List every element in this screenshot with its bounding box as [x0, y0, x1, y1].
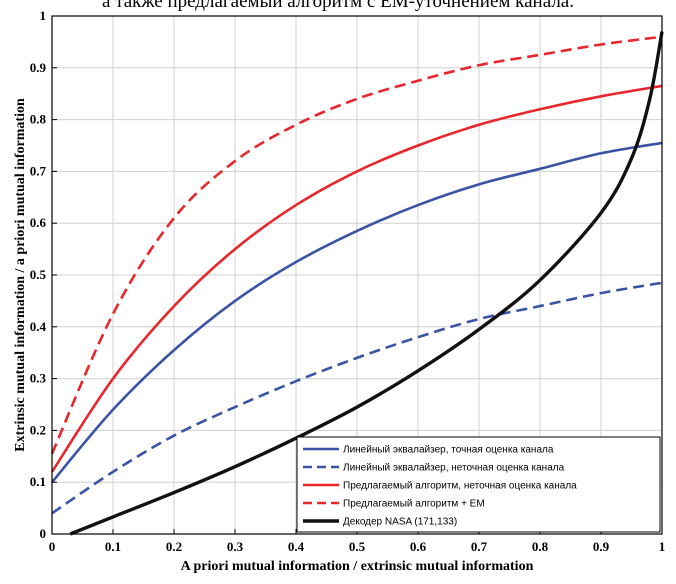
legend: Линейный эквалайзер, точная оценка канал… — [296, 436, 661, 533]
series-lines — [50, 31, 664, 536]
legend-label-2: Линейный эквалайзер, неточная оценка кан… — [343, 463, 565, 474]
series-line-2 — [51, 281, 663, 515]
y-tick-label: 0.5 — [30, 267, 47, 282]
tick-labels: 0 0.1 0.2 0.3 0.4 0.5 0.6 0.7 0.8 0.9 1 0 0.1 0.2 0.3 0… — [30, 8, 666, 554]
legend-box — [296, 436, 661, 533]
series-line-5 — [69, 31, 664, 536]
x-tick-label: 0.4 — [288, 539, 305, 554]
x-tick-label: 0.6 — [410, 539, 427, 554]
x-axis-label: A priori mutual information / extrinsic … — [181, 559, 534, 574]
y-tick-label: 0.8 — [30, 112, 47, 127]
legend-label-3: Предлагаемый алгоритм, неточная оценка к… — [343, 481, 577, 492]
y-axis-label: Extrinsic mutual information / a priori … — [13, 98, 28, 452]
x-tick-label: 0.9 — [593, 539, 610, 554]
legend-label-1: Линейный эквалайзер, точная оценка канал… — [343, 445, 554, 456]
legend-label-5: Декодер NASA (171,133) — [343, 517, 457, 528]
y-tick-label: 0.4 — [30, 319, 47, 334]
x-tick-label: 0.7 — [471, 539, 488, 554]
y-tick-label: 1 — [40, 8, 47, 23]
x-tick-label: 0 — [49, 539, 56, 554]
y-tick-label: 0 — [40, 526, 47, 541]
x-tick-label: 0.8 — [532, 539, 549, 554]
y-tick-label: 0.9 — [30, 60, 47, 75]
series-line-1 — [51, 141, 663, 484]
y-tick-label: 0.6 — [30, 215, 47, 230]
y-tick-label: 0.7 — [30, 163, 47, 178]
x-tick-label: 0.2 — [166, 539, 182, 554]
caption-text: а также предлагаемый алгоритм с ЕМ-уточн… — [102, 0, 574, 12]
y-tick-label: 0.3 — [30, 371, 47, 386]
y-tick-label: 0.2 — [30, 422, 46, 437]
x-tick-label: 1 — [659, 539, 666, 554]
series-line-4 — [50, 35, 663, 455]
y-tick-label: 0.1 — [30, 474, 46, 489]
x-tick-label: 0.1 — [105, 539, 121, 554]
legend-label-4: Предлагаемый алгоритм + EM — [343, 499, 485, 510]
series-line-3 — [50, 84, 663, 473]
x-tick-label: 0.5 — [349, 539, 366, 554]
x-tick-label: 0.3 — [227, 539, 244, 554]
